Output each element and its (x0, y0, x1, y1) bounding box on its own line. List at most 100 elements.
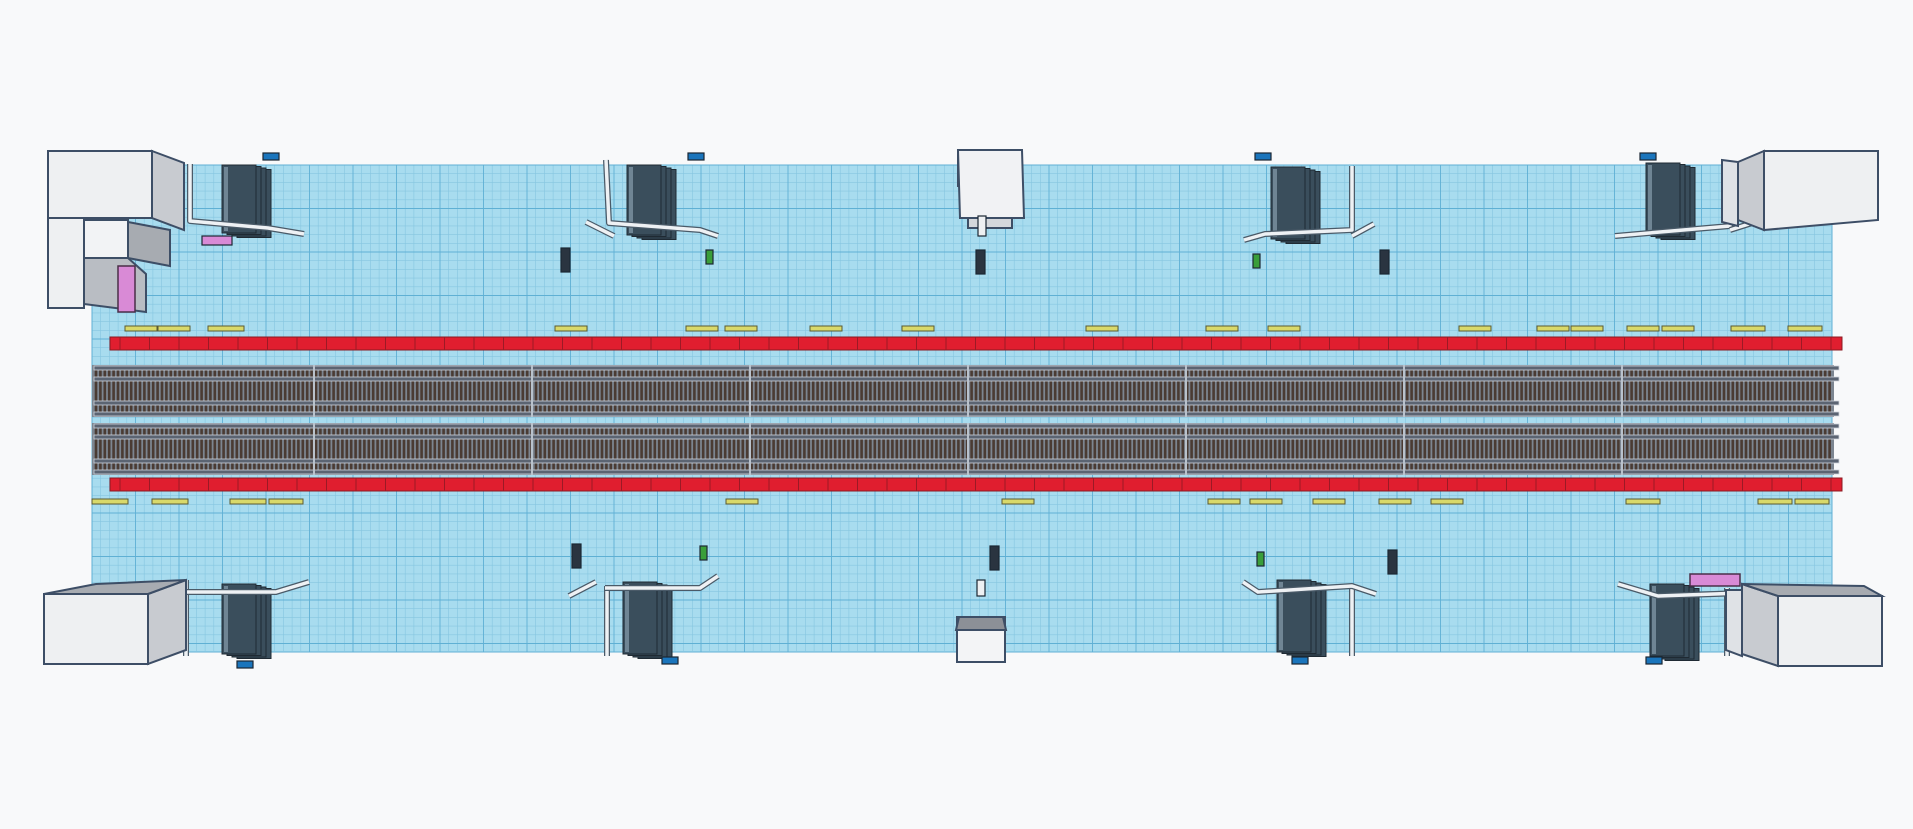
wall-panel[interactable] (83, 257, 147, 314)
ticket-gate[interactable] (705, 249, 714, 265)
platform-edges[interactable] (109, 336, 1843, 492)
track-2[interactable] (92, 423, 1840, 475)
bench[interactable] (809, 325, 843, 332)
sign-board[interactable] (1645, 656, 1663, 665)
sign-board[interactable] (1254, 152, 1272, 161)
sign-board[interactable] (236, 660, 254, 669)
bench[interactable] (1378, 498, 1412, 505)
bench[interactable] (1458, 325, 1492, 332)
bench[interactable] (268, 498, 304, 505)
bench[interactable] (1001, 498, 1035, 505)
bench[interactable] (1267, 325, 1301, 332)
wall-panel[interactable] (47, 150, 153, 219)
wall-panel[interactable] (151, 149, 185, 232)
post[interactable] (560, 247, 571, 273)
wall-panel[interactable] (1777, 595, 1883, 667)
bench[interactable] (91, 498, 129, 505)
rail-joint (313, 423, 315, 475)
seat-block[interactable] (201, 235, 233, 246)
bench[interactable] (1312, 498, 1346, 505)
bench[interactable] (207, 325, 245, 332)
post[interactable] (989, 545, 1000, 571)
sign-board[interactable] (1639, 152, 1657, 161)
bench[interactable] (1730, 325, 1766, 332)
railway-tracks[interactable] (92, 365, 1840, 475)
bench[interactable] (1625, 498, 1661, 505)
stairway[interactable] (1645, 162, 1696, 240)
bench[interactable] (725, 498, 759, 505)
wall-panel[interactable] (954, 616, 1008, 631)
bench[interactable] (1205, 325, 1239, 332)
bench[interactable] (901, 325, 935, 332)
bench[interactable] (554, 325, 588, 332)
bench[interactable] (1249, 498, 1283, 505)
wall-panel[interactable] (1741, 583, 1886, 597)
stairways[interactable] (152, 159, 1778, 661)
platform-props[interactable] (201, 152, 1663, 669)
post[interactable] (1379, 249, 1390, 275)
bollard[interactable] (977, 215, 987, 237)
rail (93, 365, 1840, 371)
guard-rail-top (188, 164, 305, 236)
wall-panel[interactable] (43, 579, 187, 595)
bench[interactable] (1536, 325, 1570, 332)
post[interactable] (571, 543, 582, 569)
bench[interactable] (1661, 325, 1695, 332)
ticket-gate[interactable] (1252, 253, 1261, 269)
bench[interactable] (124, 325, 158, 332)
stair-highlight (1279, 582, 1283, 650)
track-1[interactable] (92, 365, 1840, 417)
bench[interactable] (229, 498, 267, 505)
wall-panel[interactable] (83, 219, 129, 259)
bench[interactable] (1787, 325, 1823, 332)
bench[interactable] (157, 325, 191, 332)
post[interactable] (975, 249, 986, 275)
seat-block[interactable] (117, 265, 136, 313)
sign-board[interactable] (661, 656, 679, 665)
wall-panel[interactable] (127, 220, 171, 268)
seat-block[interactable] (1689, 573, 1741, 587)
guard-rail-top (585, 220, 615, 238)
rail-joint (313, 365, 315, 417)
stairway[interactable] (622, 581, 673, 659)
rail-joint (1403, 365, 1405, 417)
wall-panel[interactable] (1737, 149, 1765, 232)
bench[interactable] (1626, 325, 1660, 332)
bollard[interactable] (976, 579, 986, 597)
bench[interactable] (1085, 325, 1119, 332)
bench[interactable] (724, 325, 758, 332)
wall-panel[interactable] (1725, 589, 1743, 658)
ticket-gate[interactable] (699, 545, 708, 561)
stair-highlight (629, 167, 633, 233)
wall-panel[interactable] (47, 217, 85, 309)
wall-panel[interactable] (1721, 158, 1739, 228)
bench[interactable] (151, 498, 189, 505)
wall-panel[interactable] (1763, 150, 1879, 232)
ticket-gate[interactable] (1256, 551, 1265, 567)
benches[interactable] (91, 325, 1830, 505)
bench[interactable] (685, 325, 719, 332)
rail (93, 469, 1840, 475)
entrance-buildings[interactable] (43, 149, 1886, 668)
wall-panel[interactable] (1741, 582, 1779, 668)
rail (93, 423, 1840, 429)
bench[interactable] (1430, 498, 1464, 505)
wall-panel[interactable] (43, 593, 149, 665)
wall-panel[interactable] (956, 149, 1026, 219)
rail-joint (1403, 423, 1405, 475)
wall-panel[interactable] (967, 217, 1013, 229)
bench[interactable] (1794, 498, 1830, 505)
sign-board[interactable] (1291, 656, 1309, 665)
bench[interactable] (1570, 325, 1604, 332)
sign-board[interactable] (687, 152, 705, 161)
post[interactable] (1387, 549, 1398, 575)
bench[interactable] (1207, 498, 1241, 505)
track-sleepers (94, 369, 1831, 413)
rail-joint (1621, 365, 1623, 417)
stairway[interactable] (221, 583, 272, 659)
sign-board[interactable] (262, 152, 280, 161)
stair-highlight (224, 586, 228, 652)
bench[interactable] (1757, 498, 1793, 505)
